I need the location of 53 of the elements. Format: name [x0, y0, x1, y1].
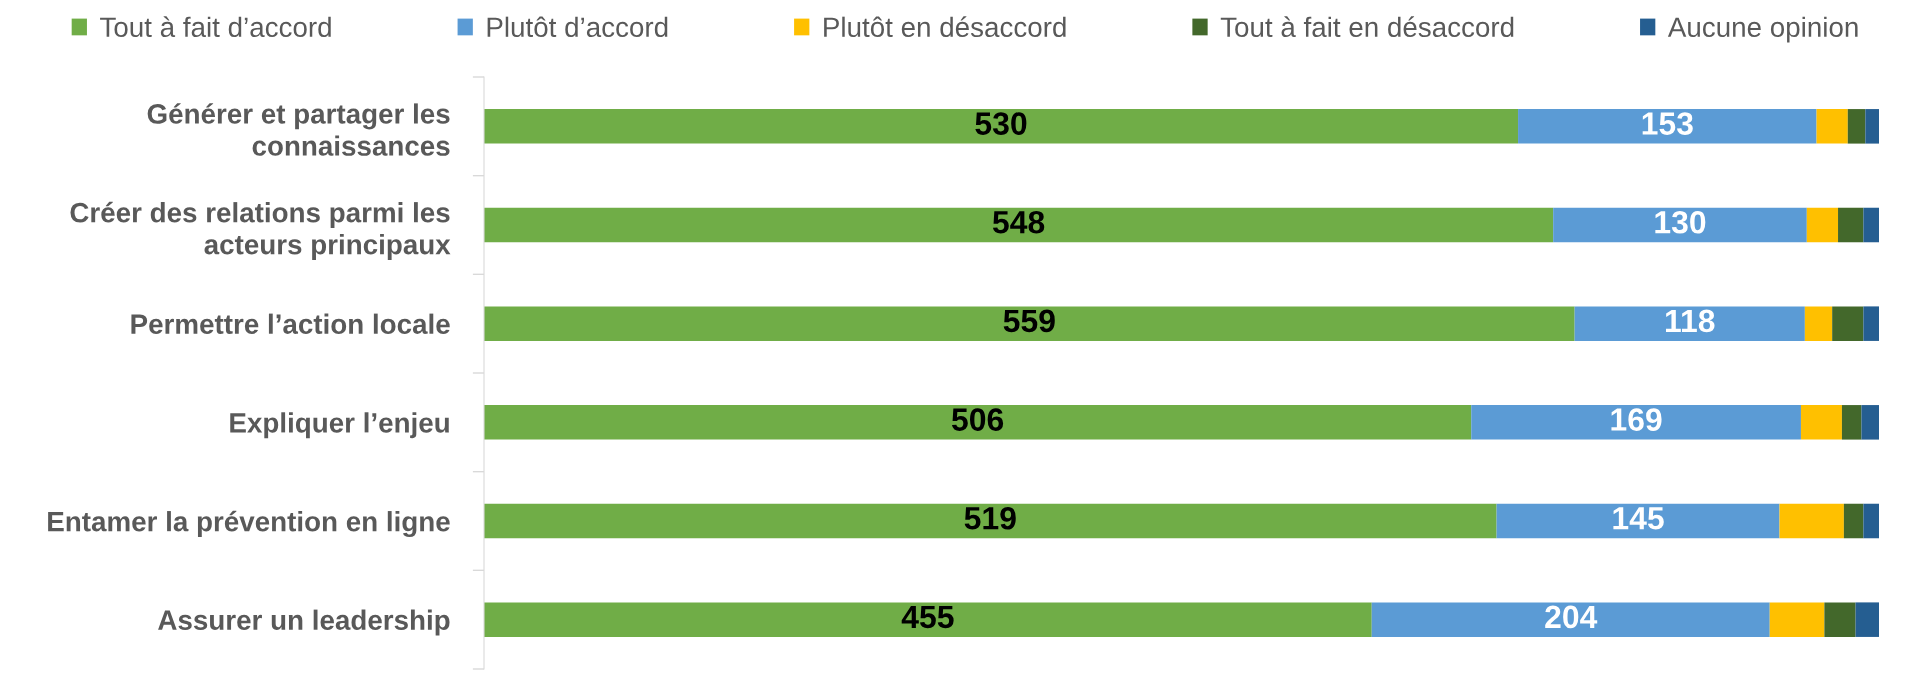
bar: [1804, 306, 1833, 341]
bar: [484, 207, 1554, 243]
y-tick-label: Créer des relations parmi les acteurs principaux: [70, 201, 451, 260]
bar: [1832, 306, 1864, 341]
legend-label: Plutôt en désaccord: [824, 16, 1066, 38]
data-label: 204: [1545, 605, 1598, 629]
bar: [1806, 207, 1839, 243]
data-label: 548: [992, 210, 1045, 234]
legend-label: Tout à fait en désaccord: [1220, 16, 1514, 38]
data-label: 559: [1003, 309, 1055, 333]
bar: [1847, 109, 1866, 144]
bar: [1496, 503, 1780, 539]
bar: [484, 306, 1575, 341]
legend-label: Aucune opinion: [1667, 16, 1858, 43]
bar: [1863, 503, 1879, 539]
bar: [1471, 405, 1801, 440]
y-tick-label: Permettre l’action locale: [131, 313, 450, 335]
bar: [484, 109, 1519, 144]
y-tick-label: Générer et partager les connaissances: [147, 103, 450, 156]
data-label: 118: [1665, 309, 1715, 333]
data-label: 153: [1642, 112, 1693, 135]
bar: [1838, 207, 1864, 243]
data-label: 455: [901, 605, 954, 629]
bar: [1855, 602, 1879, 637]
data-label: 169: [1611, 408, 1662, 431]
bar: [1865, 109, 1879, 144]
data-label: 506: [951, 408, 1004, 431]
data-label: 519: [964, 506, 1016, 530]
bar: [1863, 306, 1879, 341]
y-tick-label: Entamer la prévention en ligne: [48, 510, 450, 538]
bar: [484, 602, 1372, 637]
bar: [1841, 405, 1862, 440]
data-label: 130: [1655, 210, 1706, 234]
bar: [1861, 405, 1879, 440]
bar: [1843, 503, 1864, 539]
bar: [484, 503, 1497, 539]
legend-label: Tout à fait d’accord: [100, 16, 331, 38]
bar: [1779, 503, 1844, 539]
bar: [1574, 306, 1805, 341]
bar: [1518, 109, 1817, 144]
bar: [1824, 602, 1856, 637]
bar: [1863, 207, 1879, 243]
bar: [1816, 109, 1848, 144]
bar: [1553, 207, 1807, 243]
bar: [1769, 602, 1825, 637]
bar: [1371, 602, 1770, 637]
legend-label: Plutôt d’accord: [487, 16, 668, 38]
bar: [1800, 405, 1842, 440]
bar: [484, 405, 1472, 440]
data-label: 530: [975, 112, 1027, 135]
data-label: 145: [1613, 507, 1664, 530]
y-tick-label: Expliquer l’enjeu: [230, 412, 449, 439]
y-tick-label: Assurer un leadership: [158, 609, 450, 636]
